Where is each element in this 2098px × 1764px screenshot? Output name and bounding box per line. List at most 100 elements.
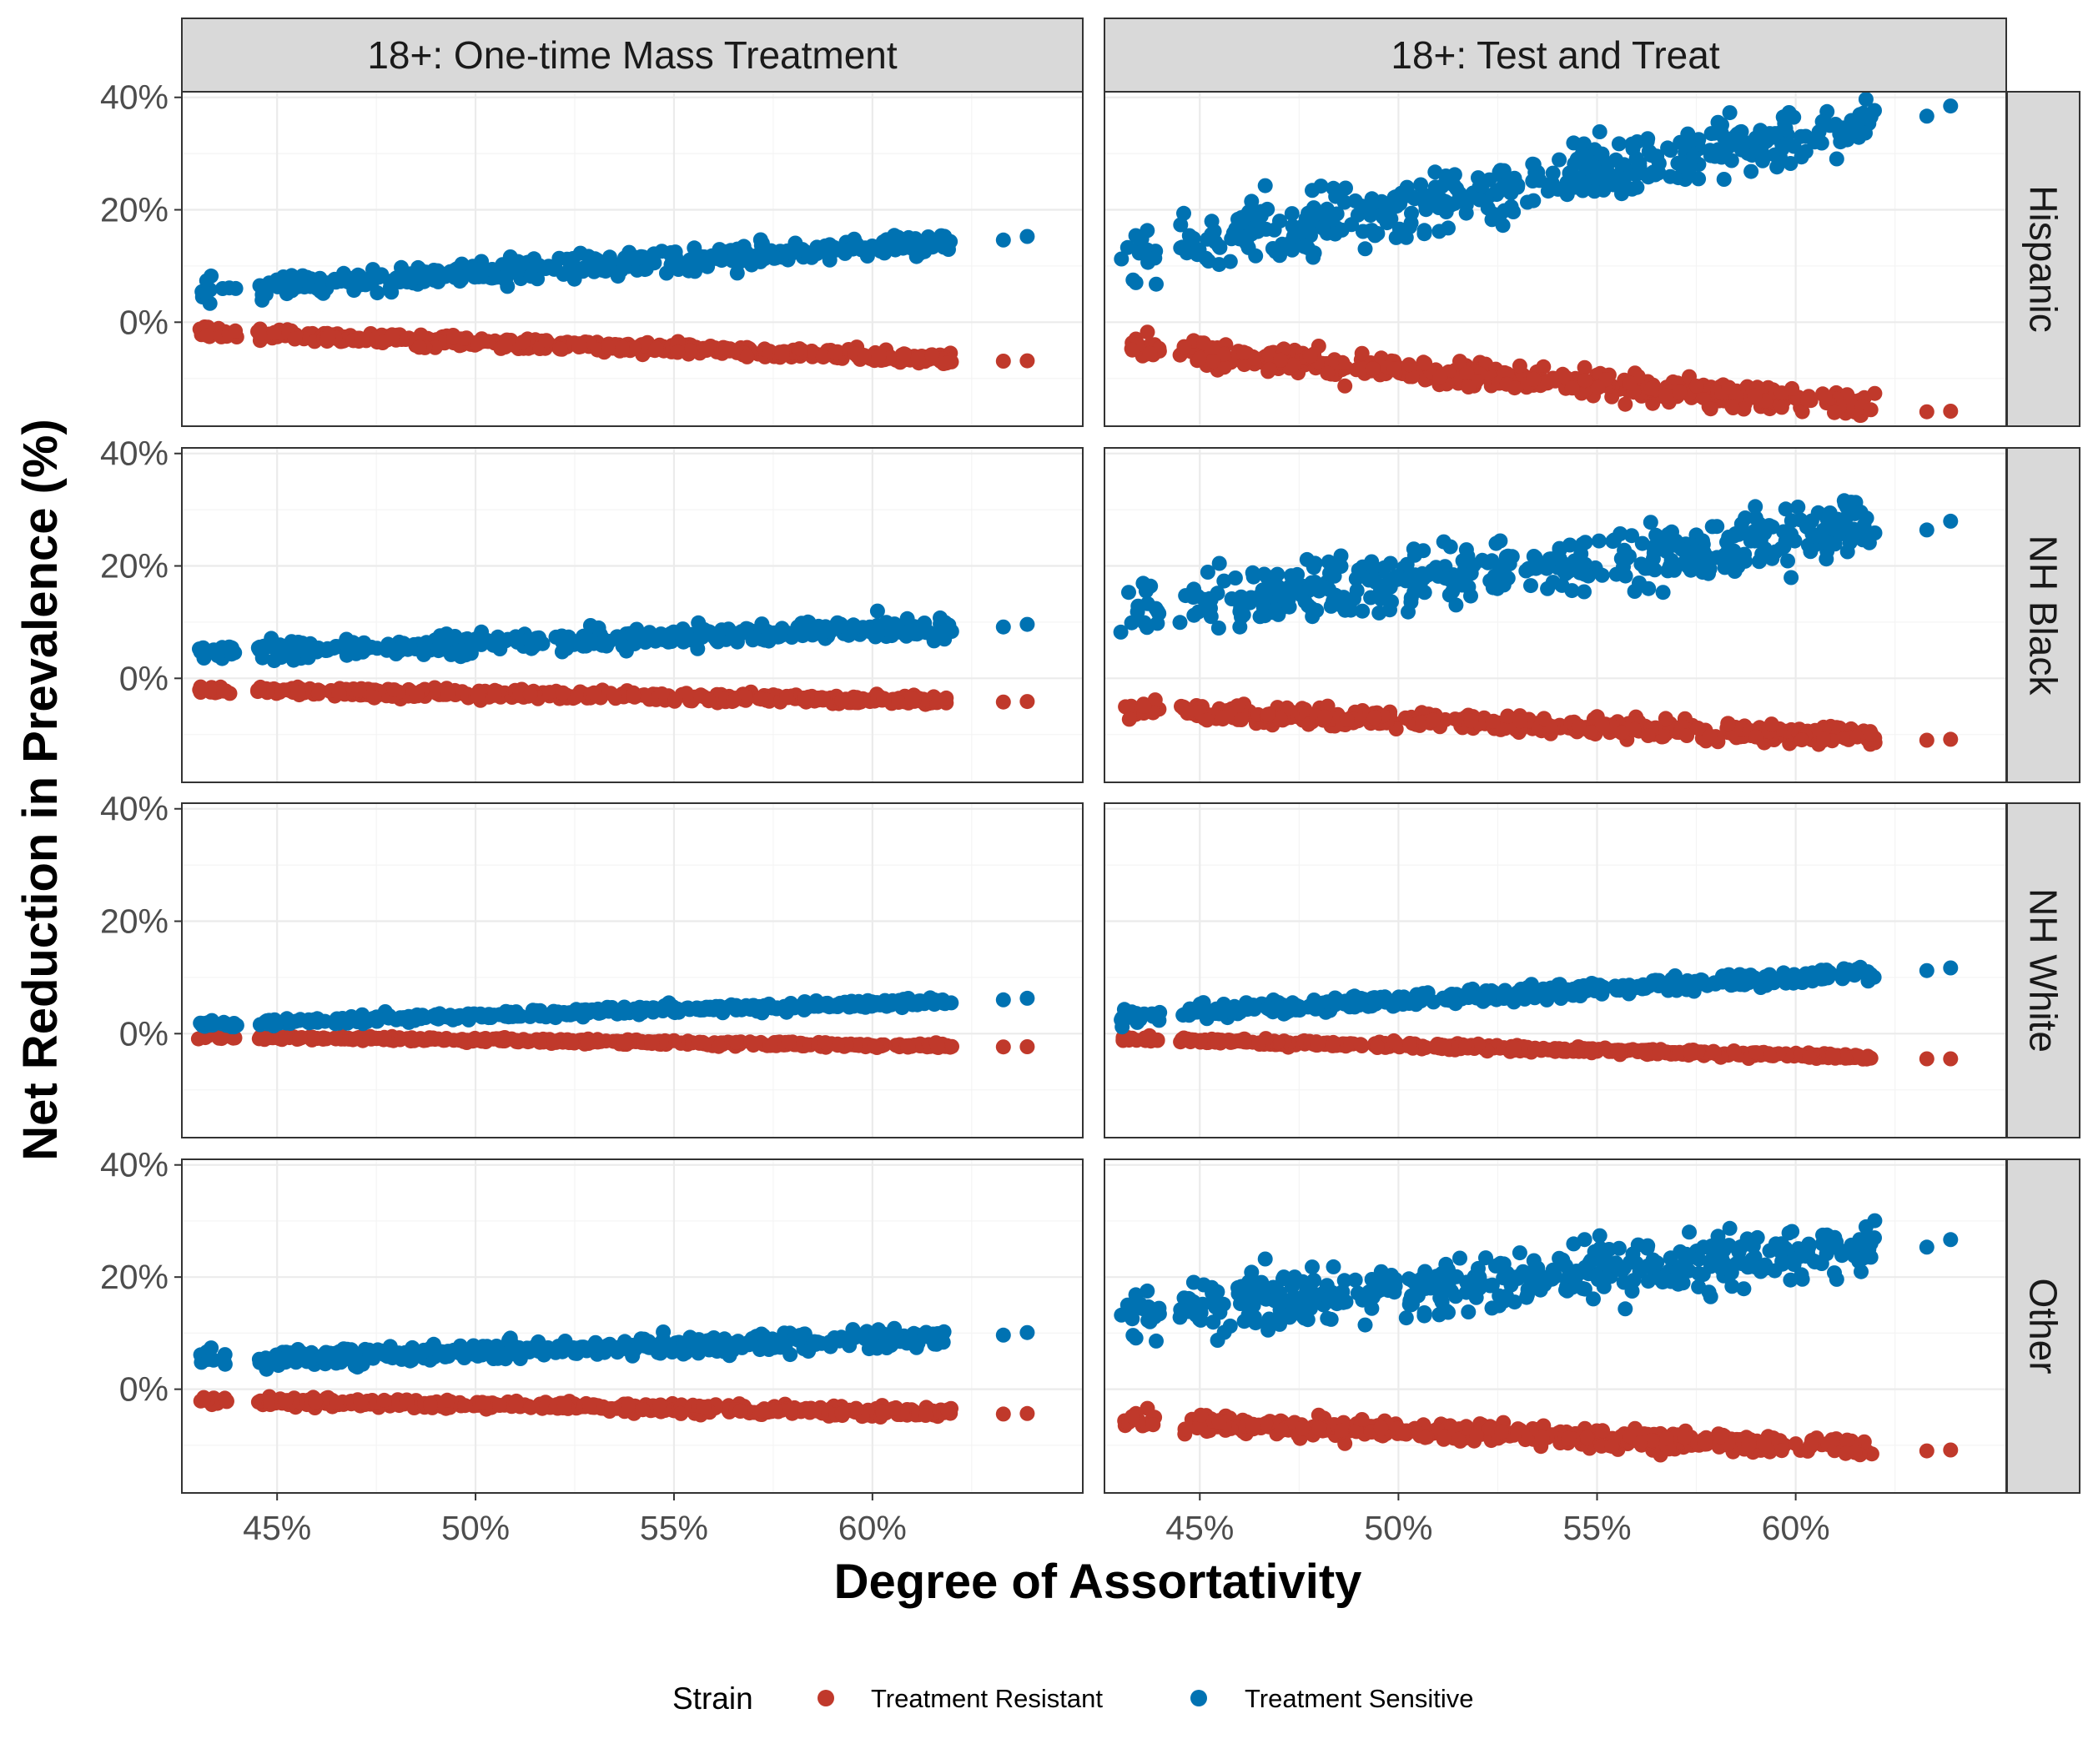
point-treatment-resistant bbox=[904, 691, 920, 707]
point-treatment-sensitive bbox=[877, 244, 893, 260]
point-treatment-resistant bbox=[1136, 698, 1152, 714]
point-treatment-sensitive bbox=[1757, 540, 1773, 556]
point-treatment-resistant bbox=[931, 692, 947, 708]
point-treatment-sensitive bbox=[1643, 515, 1658, 530]
point-treatment-resistant bbox=[563, 1034, 579, 1050]
point-treatment-sensitive bbox=[447, 629, 463, 644]
point-treatment-sensitive bbox=[1632, 164, 1648, 180]
point-treatment-resistant bbox=[1512, 713, 1528, 729]
point-treatment-sensitive bbox=[1510, 179, 1526, 195]
point-treatment-resistant bbox=[698, 343, 714, 358]
point-treatment-sensitive bbox=[1748, 510, 1763, 525]
point-treatment-sensitive bbox=[1552, 152, 1567, 168]
point-treatment-resistant bbox=[1176, 339, 1192, 354]
point-treatment-sensitive bbox=[1114, 251, 1129, 267]
point-treatment-sensitive bbox=[486, 1008, 502, 1023]
point-treatment-sensitive bbox=[1200, 565, 1215, 580]
point-treatment-sensitive bbox=[1268, 581, 1283, 597]
point-treatment-resistant bbox=[1594, 716, 1610, 732]
point-treatment-resistant bbox=[586, 685, 601, 701]
point-treatment-sensitive bbox=[1366, 559, 1381, 575]
point-treatment-sensitive bbox=[426, 263, 442, 278]
point-treatment-resistant bbox=[1640, 728, 1656, 743]
point-treatment-resistant bbox=[774, 346, 790, 361]
point-treatment-resistant bbox=[1405, 369, 1420, 384]
point-treatment-resistant bbox=[1401, 357, 1416, 373]
point-treatment-resistant bbox=[1721, 379, 1737, 395]
point-treatment-resistant bbox=[1215, 710, 1230, 726]
point-treatment-sensitive bbox=[1244, 226, 1260, 242]
point-treatment-resistant bbox=[1386, 361, 1402, 377]
point-treatment-sensitive bbox=[1919, 522, 1934, 538]
point-treatment-resistant bbox=[1507, 380, 1522, 396]
point-treatment-sensitive bbox=[1943, 513, 1959, 529]
point-treatment-resistant bbox=[522, 686, 538, 702]
point-treatment-resistant bbox=[1142, 1031, 1158, 1047]
point-treatment-resistant bbox=[1261, 348, 1277, 364]
point-treatment-sensitive bbox=[897, 236, 913, 251]
point-treatment-sensitive bbox=[1506, 204, 1522, 219]
point-treatment-resistant bbox=[1370, 1038, 1385, 1054]
point-treatment-sensitive bbox=[1845, 527, 1861, 542]
point-treatment-sensitive bbox=[1540, 580, 1556, 596]
point-treatment-sensitive bbox=[1362, 223, 1378, 239]
point-treatment-resistant bbox=[1919, 732, 1934, 748]
point-treatment-resistant bbox=[509, 1033, 525, 1049]
point-treatment-sensitive bbox=[1562, 177, 1577, 193]
point-treatment-sensitive bbox=[609, 1006, 625, 1022]
point-treatment-sensitive bbox=[1784, 570, 1799, 585]
point-treatment-resistant bbox=[929, 1038, 945, 1053]
point-treatment-resistant bbox=[409, 687, 425, 703]
point-treatment-sensitive bbox=[1707, 148, 1723, 164]
point-treatment-sensitive bbox=[1442, 539, 1458, 555]
point-treatment-sensitive bbox=[1545, 165, 1561, 181]
point-treatment-resistant bbox=[648, 340, 664, 356]
point-treatment-resistant bbox=[216, 683, 231, 699]
point-treatment-sensitive bbox=[259, 1016, 275, 1032]
point-treatment-sensitive bbox=[1210, 585, 1225, 601]
point-treatment-sensitive bbox=[1819, 510, 1834, 526]
point-treatment-sensitive bbox=[467, 269, 482, 285]
point-treatment-resistant bbox=[199, 328, 214, 344]
point-treatment-sensitive bbox=[1128, 274, 1144, 290]
point-treatment-resistant bbox=[1234, 712, 1249, 727]
point-treatment-sensitive bbox=[1663, 168, 1678, 184]
point-treatment-resistant bbox=[1564, 380, 1580, 396]
point-treatment-resistant bbox=[1584, 1045, 1599, 1061]
point-treatment-resistant bbox=[1571, 718, 1587, 734]
point-treatment-resistant bbox=[1205, 354, 1221, 369]
point-treatment-sensitive bbox=[1780, 531, 1796, 547]
point-treatment-sensitive bbox=[252, 639, 268, 655]
point-treatment-sensitive bbox=[1270, 566, 1285, 582]
point-treatment-sensitive bbox=[912, 994, 928, 1010]
point-treatment-sensitive bbox=[1837, 495, 1853, 511]
point-treatment-sensitive bbox=[1292, 585, 1308, 601]
point-treatment-resistant bbox=[515, 334, 531, 350]
point-treatment-sensitive bbox=[693, 627, 709, 643]
point-treatment-resistant bbox=[726, 693, 742, 709]
point-treatment-resistant bbox=[1800, 392, 1815, 408]
point-treatment-sensitive bbox=[1488, 535, 1504, 551]
point-treatment-sensitive bbox=[340, 639, 356, 655]
point-treatment-sensitive bbox=[354, 277, 370, 293]
point-treatment-sensitive bbox=[1298, 211, 1314, 227]
point-treatment-resistant bbox=[1763, 716, 1779, 732]
point-treatment-resistant bbox=[327, 1030, 343, 1046]
point-treatment-sensitive bbox=[1489, 183, 1505, 199]
point-treatment-sensitive bbox=[1590, 164, 1606, 180]
point-treatment-resistant bbox=[1773, 400, 1789, 415]
point-treatment-sensitive bbox=[485, 262, 501, 277]
point-treatment-resistant bbox=[1536, 359, 1552, 374]
point-treatment-sensitive bbox=[610, 265, 626, 281]
point-treatment-sensitive bbox=[506, 259, 522, 275]
point-treatment-sensitive bbox=[1679, 555, 1695, 570]
point-treatment-sensitive bbox=[1135, 575, 1151, 591]
point-treatment-resistant bbox=[1747, 388, 1763, 404]
point-treatment-sensitive bbox=[1662, 558, 1678, 574]
point-treatment-resistant bbox=[1720, 716, 1736, 731]
point-treatment-resistant bbox=[644, 1036, 660, 1052]
point-treatment-resistant bbox=[900, 1039, 916, 1055]
point-treatment-sensitive bbox=[797, 1000, 813, 1016]
point-treatment-sensitive bbox=[869, 603, 885, 619]
